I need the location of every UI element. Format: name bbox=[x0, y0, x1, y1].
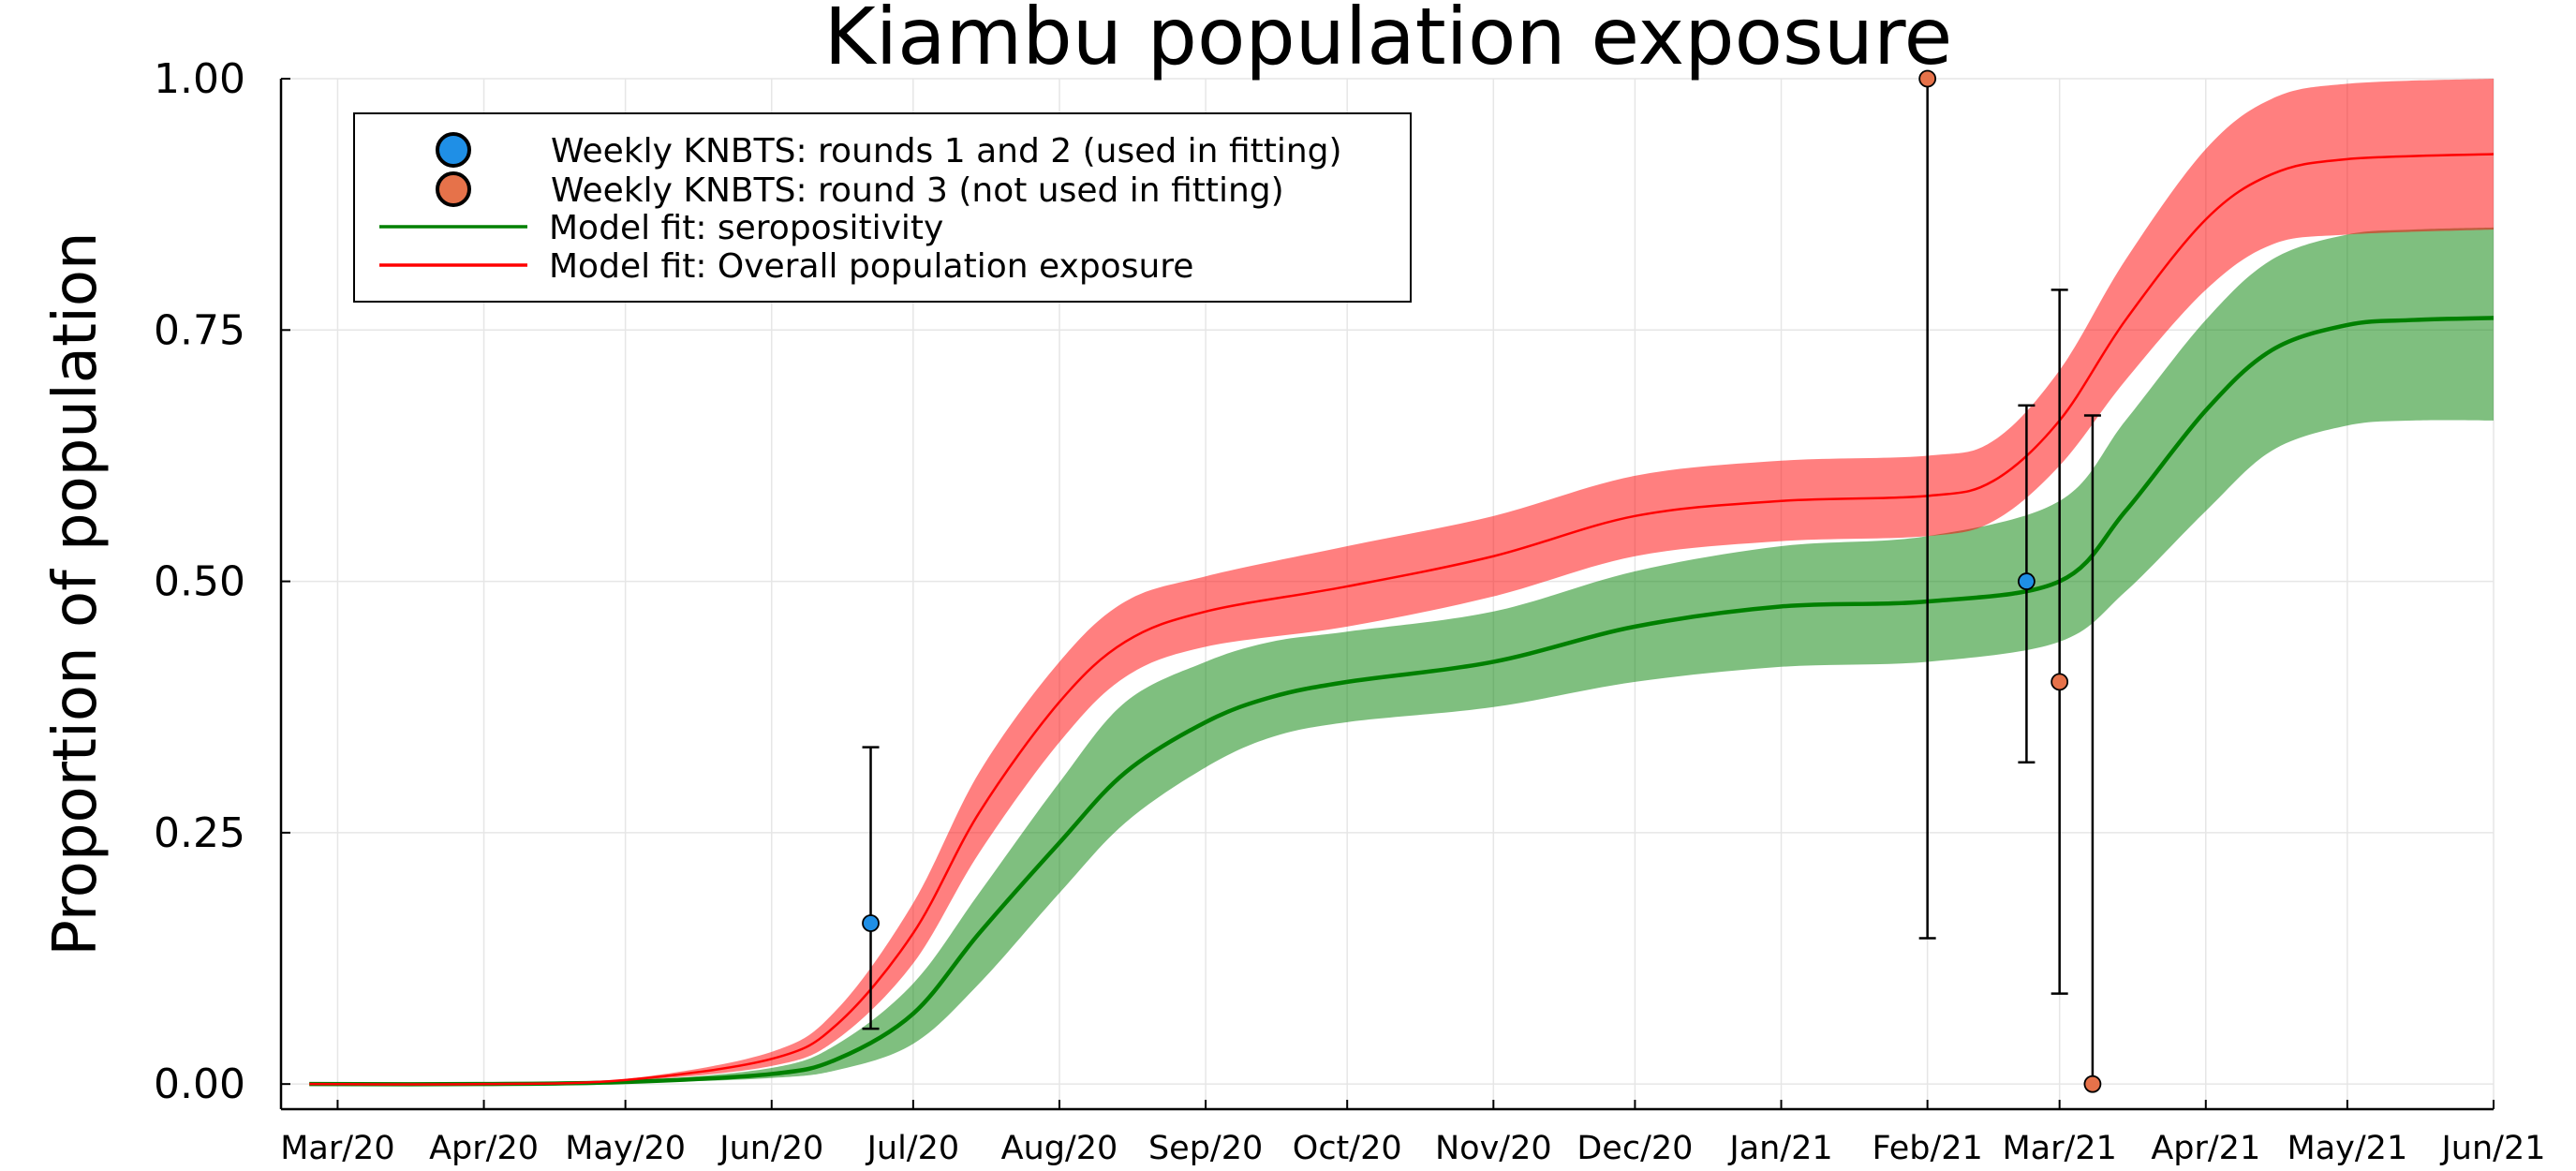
data-point-round-3 bbox=[2083, 1075, 2102, 1093]
legend-box bbox=[353, 112, 1412, 303]
data-points bbox=[862, 69, 2102, 1093]
x-tick-label: Oct/20 bbox=[1293, 1130, 1402, 1167]
x-tick-label: May/20 bbox=[565, 1130, 686, 1167]
y-tick-label: 0.25 bbox=[154, 809, 245, 857]
legend-marker-circle bbox=[436, 171, 471, 207]
x-tick-label: Jun/21 bbox=[2439, 1130, 2545, 1167]
x-tick-label: Mar/21 bbox=[2002, 1130, 2116, 1167]
data-point-round-1-2 bbox=[862, 914, 880, 932]
x-tick-label: Apr/20 bbox=[429, 1130, 539, 1167]
x-tick-label: Jan/21 bbox=[1727, 1130, 1832, 1167]
legend-label: Model fit: Overall population exposure bbox=[549, 247, 1193, 286]
model-lines bbox=[309, 153, 2495, 1087]
axes bbox=[279, 78, 2495, 1111]
data-point-round-3 bbox=[1918, 69, 1937, 88]
x-tick-label: Feb/21 bbox=[1873, 1130, 1983, 1167]
y-tick-label: 0.00 bbox=[154, 1060, 245, 1108]
x-tick-label: Nov/20 bbox=[1435, 1130, 1552, 1167]
legend-marker-circle bbox=[436, 132, 471, 168]
confidence-band-seropositivity bbox=[309, 227, 2495, 1085]
legend-label: Weekly KNBTS: rounds 1 and 2 (used in fi… bbox=[551, 132, 1342, 170]
chart-title: Kiambu population exposure bbox=[824, 0, 1953, 82]
legend-label: Weekly KNBTS: round 3 (not used in fitti… bbox=[551, 171, 1284, 210]
series-line-exposure bbox=[309, 153, 2495, 1086]
confidence-bands bbox=[309, 79, 2495, 1085]
legend-label: Model fit: seropositivity bbox=[549, 209, 943, 247]
x-tick-label: Mar/20 bbox=[280, 1130, 394, 1167]
y-tick-label: 0.50 bbox=[154, 558, 245, 606]
legend: Weekly KNBTS: rounds 1 and 2 (used in fi… bbox=[353, 112, 1412, 303]
x-tick-label: Jun/20 bbox=[718, 1130, 823, 1167]
tick-labels: Mar/20 Apr/20 May/20 Jun/20 Jul/20 Aug/20 Sep/… bbox=[154, 55, 2545, 1167]
y-tick-label: 0.75 bbox=[154, 306, 245, 354]
confidence-band-exposure bbox=[309, 79, 2495, 1085]
x-tick-label: Dec/20 bbox=[1577, 1130, 1693, 1167]
x-tick-label: Aug/20 bbox=[1001, 1130, 1118, 1167]
data-point-round-3 bbox=[2050, 673, 2069, 691]
x-tick-label: Sep/20 bbox=[1148, 1130, 1263, 1167]
x-tick-label: May/21 bbox=[2287, 1130, 2408, 1167]
series-line-seropositivity bbox=[309, 316, 2495, 1087]
y-axis-label: Proportion of population bbox=[41, 231, 111, 956]
x-tick-label: Jul/20 bbox=[866, 1130, 960, 1167]
y-tick-label: 1.00 bbox=[154, 55, 245, 103]
x-tick-label: Apr/21 bbox=[2151, 1130, 2260, 1167]
data-point-round-1-2 bbox=[2018, 572, 2036, 590]
